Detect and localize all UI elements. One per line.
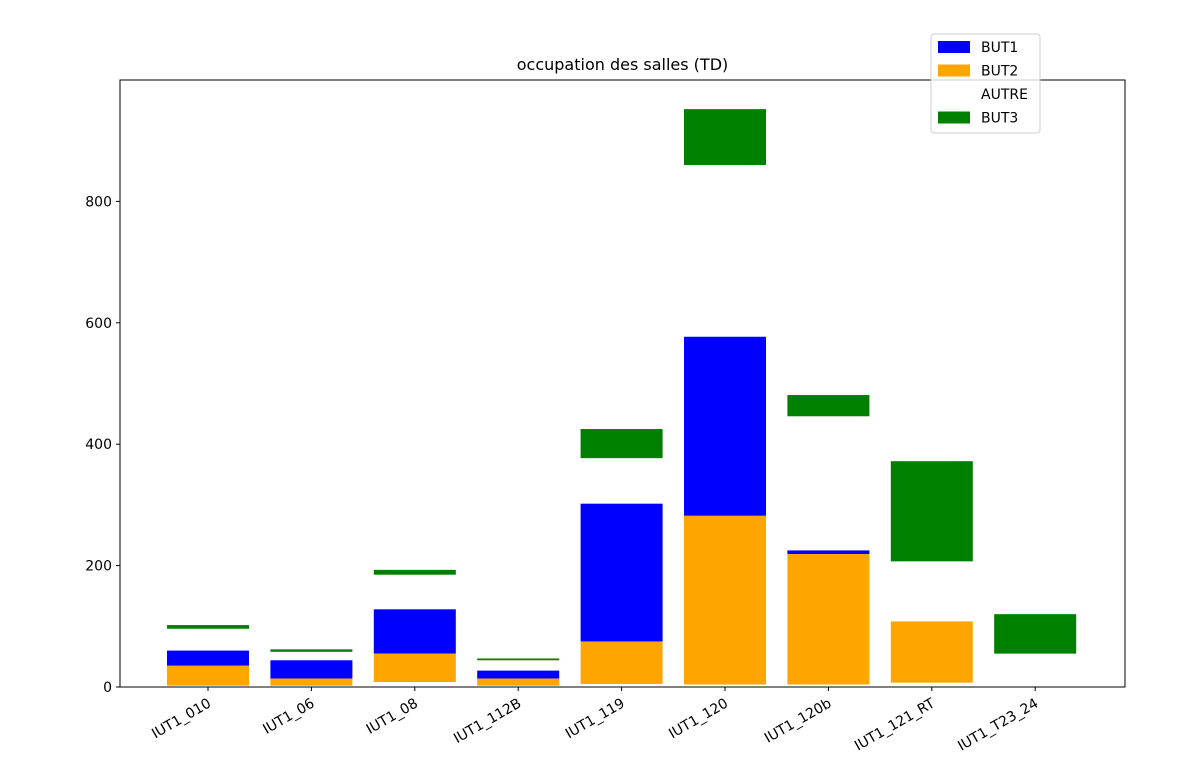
legend-label-but3: BUT3 [981, 111, 1018, 127]
bar-but2-iut1-112b [477, 678, 560, 686]
bar-but3-iut1-120b [787, 395, 870, 417]
bar-but1-iut1-119 [580, 503, 663, 642]
x-tick-label: IUT1_010 [149, 696, 214, 743]
x-tick-label: IUT1_06 [260, 695, 317, 737]
x-tick-label: IUT1_121_RT [852, 695, 938, 754]
bar-autre-iut1-112b [477, 685, 560, 687]
bars-layer [167, 109, 1077, 687]
bar-but2-iut1-010 [167, 665, 249, 686]
bar-but1-iut1-08 [373, 609, 456, 654]
bar-autre-iut1-06 [270, 685, 353, 687]
bar-but1-iut1-010 [167, 650, 249, 666]
y-tick-label: 200 [85, 559, 112, 575]
bar-autre-iut1-08 [373, 682, 456, 687]
bar-but3-iut1-119 [580, 429, 663, 459]
legend-label-autre: AUTRE [981, 87, 1028, 103]
x-tick-label: IUT1_119 [563, 696, 628, 743]
bar-but2-iut1-120 [684, 515, 766, 685]
legend-swatch-but2 [938, 64, 970, 77]
bar-but2-iut1-121-rt [890, 621, 973, 683]
bar-but2-iut1-120b [787, 554, 870, 685]
x-axis: IUT1_010 IUT1_06 IUT1_08 IUT1_112B IUT1_119 I… [149, 687, 1041, 754]
legend-label-but2: BUT2 [981, 64, 1018, 80]
legend-swatch-but1 [938, 41, 970, 53]
x-tick-label: IUT1_08 [364, 696, 421, 738]
x-tick-label: IUT1_120b [762, 695, 835, 746]
bar-but3-iut1-112b [477, 658, 560, 661]
y-axis: 0 200 400 600 800 [85, 194, 120, 696]
y-tick-label: 800 [85, 194, 112, 210]
bar-but2-iut1-119 [580, 641, 663, 684]
bar-autre-iut1-010 [167, 685, 249, 687]
bar-autre-iut1-120 [684, 684, 766, 687]
legend-swatch-but3 [938, 111, 970, 124]
y-tick-label: 600 [85, 316, 112, 332]
bar-but3-iut1-t23-24 [994, 614, 1077, 654]
bar-but1-iut1-06 [270, 660, 353, 679]
legend-label-but1: BUT1 [981, 40, 1018, 56]
y-tick-label: 0 [103, 680, 112, 696]
bar-but1-iut1-112b [477, 670, 560, 679]
bar-autre-iut1-119 [580, 683, 663, 687]
plot-frame [119, 79, 1126, 688]
x-tick-label: IUT1_120 [666, 696, 731, 743]
bar-autre-iut1-121-rt [890, 682, 973, 687]
legend-swatch-autre [938, 88, 970, 100]
x-tick-label: IUT1_T23_24 [955, 695, 1041, 754]
bar-but2-iut1-08 [373, 653, 456, 683]
legend-box [930, 33, 1041, 134]
legend: BUT1 BUT2 AUTRE BUT3 [930, 33, 1041, 134]
y-tick-label: 400 [85, 437, 112, 453]
bar-but3-iut1-010 [167, 625, 249, 629]
bar-but3-iut1-121-rt [890, 461, 973, 562]
bar-but1-iut1-120b [787, 550, 870, 555]
bar-autre-iut1-120b [787, 684, 870, 687]
x-tick-label: IUT1_112B [451, 696, 524, 747]
bar-but3-iut1-06 [270, 649, 353, 652]
bar-but3-iut1-120 [684, 109, 766, 165]
bar-but2-iut1-06 [270, 678, 353, 686]
bar-but3-iut1-08 [373, 569, 456, 575]
chart-title: occupation des salles (TD) [517, 55, 729, 74]
bar-but1-iut1-120 [684, 336, 766, 516]
